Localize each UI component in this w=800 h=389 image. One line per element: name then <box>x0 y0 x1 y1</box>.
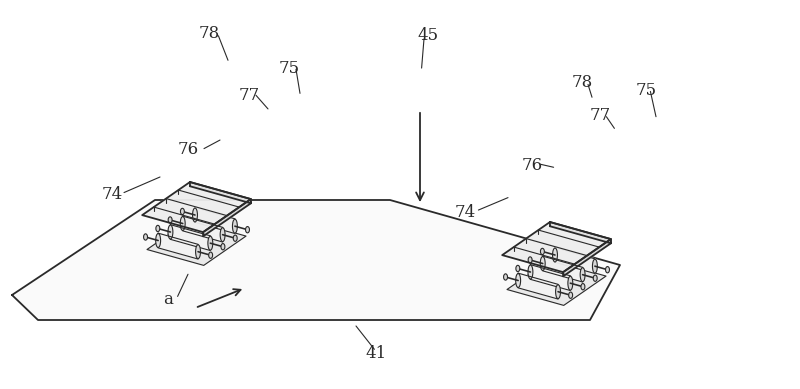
Text: 77: 77 <box>590 107 610 124</box>
Ellipse shape <box>606 266 610 273</box>
Text: 78: 78 <box>572 74 593 91</box>
Polygon shape <box>502 222 611 272</box>
Text: a: a <box>163 291 173 308</box>
Text: 75: 75 <box>636 82 657 99</box>
Ellipse shape <box>156 233 161 247</box>
Polygon shape <box>147 220 246 265</box>
Ellipse shape <box>180 217 185 231</box>
Text: 76: 76 <box>522 157 542 174</box>
Ellipse shape <box>528 265 533 279</box>
Ellipse shape <box>143 234 147 240</box>
Ellipse shape <box>503 274 507 280</box>
Ellipse shape <box>168 217 172 223</box>
Ellipse shape <box>540 256 545 270</box>
Ellipse shape <box>594 275 597 281</box>
Polygon shape <box>555 248 595 273</box>
Polygon shape <box>170 225 210 251</box>
Text: 41: 41 <box>366 345 386 363</box>
Ellipse shape <box>581 284 585 290</box>
Ellipse shape <box>246 226 250 233</box>
Ellipse shape <box>568 276 573 290</box>
Ellipse shape <box>156 225 160 231</box>
Ellipse shape <box>208 236 213 250</box>
Polygon shape <box>530 265 570 291</box>
Polygon shape <box>203 199 251 237</box>
Ellipse shape <box>234 235 237 241</box>
Ellipse shape <box>181 209 184 215</box>
Polygon shape <box>182 216 222 242</box>
Ellipse shape <box>553 248 558 262</box>
Polygon shape <box>158 233 198 259</box>
Ellipse shape <box>555 285 561 299</box>
Polygon shape <box>195 208 235 233</box>
Polygon shape <box>563 239 611 276</box>
Ellipse shape <box>580 268 585 282</box>
Ellipse shape <box>168 225 173 239</box>
Text: 74: 74 <box>455 203 476 221</box>
Text: 74: 74 <box>102 186 122 203</box>
Text: 76: 76 <box>178 141 198 158</box>
Ellipse shape <box>528 257 532 263</box>
Polygon shape <box>550 222 611 243</box>
Ellipse shape <box>516 273 521 287</box>
Polygon shape <box>518 273 558 299</box>
Ellipse shape <box>541 248 544 255</box>
Text: 78: 78 <box>199 25 220 42</box>
Polygon shape <box>142 182 251 232</box>
Polygon shape <box>507 260 606 305</box>
Polygon shape <box>190 182 251 203</box>
Ellipse shape <box>516 265 520 272</box>
Polygon shape <box>542 256 582 282</box>
Ellipse shape <box>593 259 598 273</box>
Ellipse shape <box>569 292 573 298</box>
Ellipse shape <box>220 228 225 242</box>
Ellipse shape <box>233 219 238 233</box>
Ellipse shape <box>195 245 201 259</box>
Ellipse shape <box>221 244 225 250</box>
Text: 45: 45 <box>418 26 438 44</box>
Text: 77: 77 <box>239 87 260 104</box>
Polygon shape <box>12 200 620 320</box>
Ellipse shape <box>193 208 198 222</box>
Text: 75: 75 <box>279 60 300 77</box>
Ellipse shape <box>209 252 213 258</box>
